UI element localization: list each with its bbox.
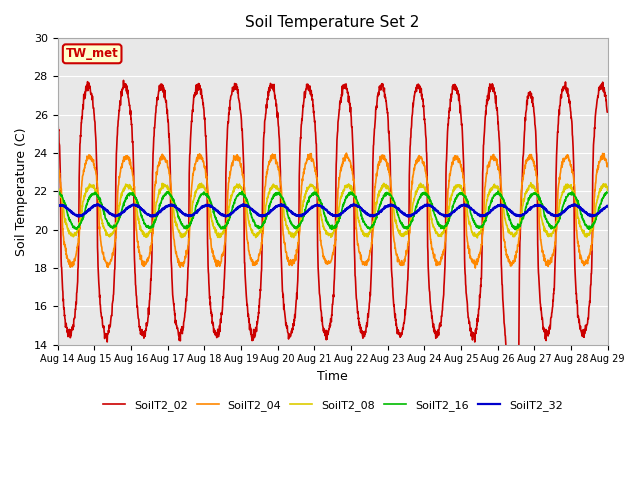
SoilT2_16 bbox=[492, 190, 500, 196]
SoilT2_08 bbox=[571, 192, 579, 197]
SoilT2_04 bbox=[556, 175, 563, 180]
Text: TW_met: TW_met bbox=[66, 48, 118, 60]
SoilT2_04 bbox=[349, 171, 356, 177]
Line: SoilT2_08: SoilT2_08 bbox=[58, 183, 607, 238]
SoilT2_32 bbox=[349, 203, 356, 208]
Line: SoilT2_16: SoilT2_16 bbox=[58, 191, 607, 229]
SoilT2_08 bbox=[493, 185, 500, 191]
SoilT2_04 bbox=[493, 160, 500, 166]
SoilT2_08 bbox=[360, 233, 368, 239]
SoilT2_08 bbox=[54, 186, 61, 192]
SoilT2_32 bbox=[556, 212, 563, 217]
SoilT2_08 bbox=[527, 180, 534, 186]
SoilT2_02 bbox=[361, 334, 369, 339]
SoilT2_08 bbox=[604, 187, 611, 193]
SoilT2_16 bbox=[207, 200, 214, 206]
SoilT2_04 bbox=[207, 237, 214, 243]
SoilT2_32 bbox=[54, 203, 61, 209]
SoilT2_08 bbox=[556, 203, 563, 208]
SoilT2_32 bbox=[349, 201, 357, 207]
SoilT2_32 bbox=[604, 203, 611, 209]
Line: SoilT2_02: SoilT2_02 bbox=[58, 80, 607, 431]
SoilT2_16 bbox=[360, 219, 368, 225]
SoilT2_04 bbox=[54, 165, 61, 170]
SoilT2_32 bbox=[207, 204, 215, 209]
SoilT2_02 bbox=[556, 111, 563, 117]
SoilT2_16 bbox=[511, 227, 519, 232]
SoilT2_02 bbox=[571, 253, 579, 259]
SoilT2_02 bbox=[510, 428, 518, 434]
X-axis label: Time: Time bbox=[317, 370, 348, 383]
Line: SoilT2_32: SoilT2_32 bbox=[58, 204, 607, 217]
SoilT2_04 bbox=[604, 162, 611, 168]
Y-axis label: Soil Temperature (C): Soil Temperature (C) bbox=[15, 127, 28, 255]
SoilT2_32 bbox=[571, 202, 579, 208]
SoilT2_04 bbox=[342, 150, 350, 156]
SoilT2_16 bbox=[494, 188, 502, 194]
SoilT2_32 bbox=[361, 208, 369, 214]
SoilT2_16 bbox=[604, 190, 611, 195]
SoilT2_16 bbox=[571, 193, 579, 199]
SoilT2_08 bbox=[207, 214, 214, 219]
Legend: SoilT2_02, SoilT2_04, SoilT2_08, SoilT2_16, SoilT2_32: SoilT2_02, SoilT2_04, SoilT2_08, SoilT2_… bbox=[99, 396, 567, 416]
SoilT2_16 bbox=[348, 190, 356, 195]
SoilT2_32 bbox=[111, 214, 119, 220]
SoilT2_02 bbox=[604, 109, 611, 115]
SoilT2_08 bbox=[348, 186, 356, 192]
SoilT2_02 bbox=[54, 116, 61, 121]
SoilT2_04 bbox=[361, 260, 369, 266]
SoilT2_32 bbox=[493, 204, 500, 209]
SoilT2_02 bbox=[120, 77, 127, 83]
SoilT2_04 bbox=[571, 185, 579, 191]
SoilT2_08 bbox=[474, 235, 481, 241]
Title: Soil Temperature Set 2: Soil Temperature Set 2 bbox=[246, 15, 420, 30]
SoilT2_16 bbox=[54, 190, 61, 196]
SoilT2_02 bbox=[349, 135, 356, 141]
SoilT2_16 bbox=[556, 216, 563, 222]
SoilT2_02 bbox=[493, 106, 500, 111]
SoilT2_04 bbox=[472, 265, 479, 271]
Line: SoilT2_04: SoilT2_04 bbox=[58, 153, 607, 268]
SoilT2_02 bbox=[207, 311, 215, 316]
